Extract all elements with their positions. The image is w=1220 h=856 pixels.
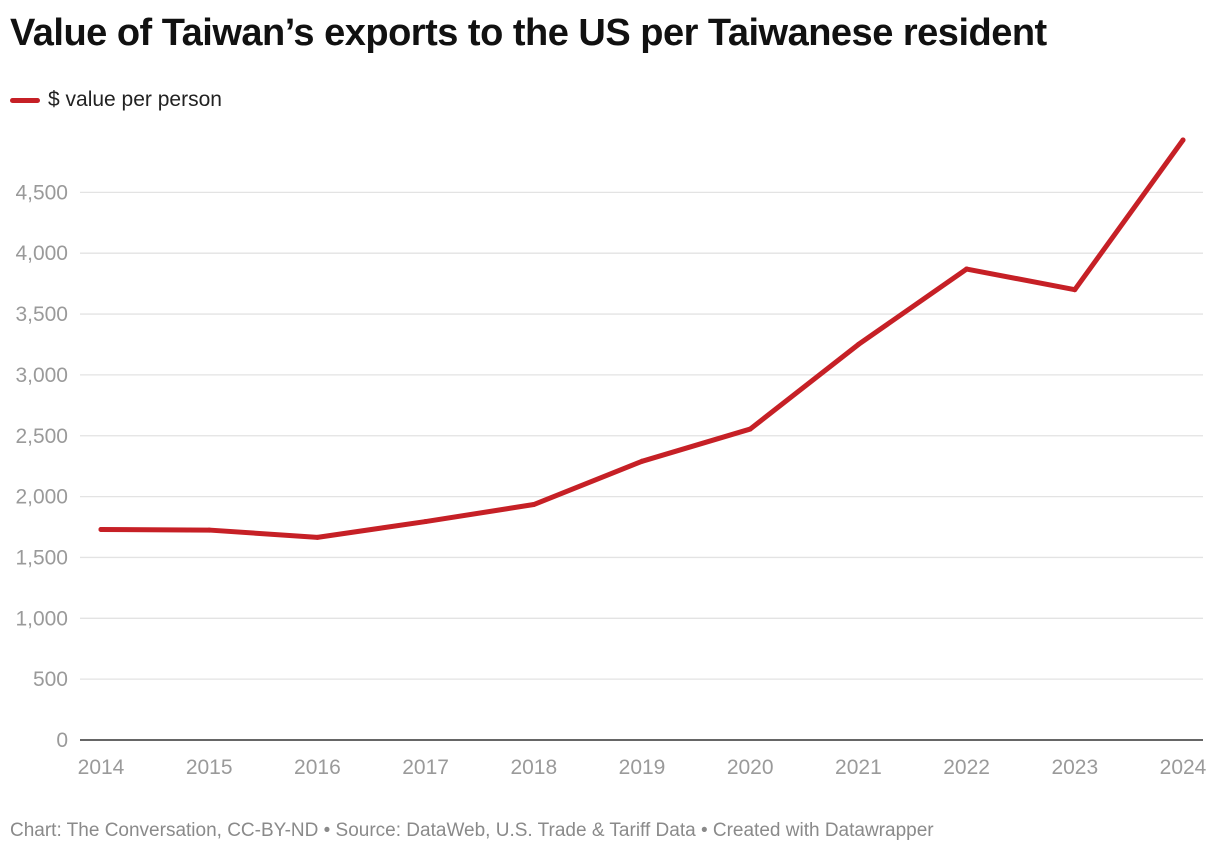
series-layer [98,137,1186,540]
y-tick-label: 0 [56,729,68,752]
data-point-2023 [1072,287,1078,293]
y-tick-label: 4,500 [15,181,68,204]
x-tick-label: 2018 [510,756,557,779]
chart-footer: Chart: The Conversation, CC-BY-ND • Sour… [10,820,934,841]
y-tick-label: 3,000 [15,364,68,387]
x-tick-label: 2022 [943,756,990,779]
data-point-2016 [314,534,320,540]
x-axis-ticks: 2014 2015 2016 2017 2018 2019 2020 2021 2022 2023… [78,756,1207,779]
data-point-2019 [639,458,645,464]
y-tick-label: 2,000 [15,486,68,509]
data-point-2024 [1180,137,1186,143]
x-tick-label: 2021 [835,756,882,779]
y-axis-ticks: 0 500 1,000 1,500 2,000 2,500 3,000 3,500 4,000 4… [15,181,68,752]
chart-title: Value of Taiwan’s exports to the US per … [10,12,1047,54]
gridlines [80,191,1203,741]
series-line-0 [98,137,1186,540]
data-point-2018 [531,502,537,508]
x-tick-label: 2017 [402,756,449,779]
x-tick-label: 2014 [78,756,125,779]
y-tick-label: 3,500 [15,303,68,326]
data-point-2017 [423,519,429,525]
y-tick-label: 500 [33,668,68,691]
data-point-2021 [855,341,861,347]
x-tick-label: 2023 [1051,756,1098,779]
y-tick-label: 4,000 [15,242,68,265]
legend-swatch [10,97,40,103]
x-tick-label: 2020 [727,756,774,779]
legend: $ value per person [10,88,222,112]
line-chart: 0 500 1,000 1,500 2,000 2,500 3,000 3,500 4,000 4… [15,137,1207,779]
y-tick-label: 1,500 [15,546,68,569]
y-tick-label: 2,500 [15,425,68,448]
y-tick-label: 1,000 [15,607,68,630]
data-point-2022 [964,266,970,272]
data-point-2020 [747,426,753,432]
x-tick-label: 2016 [294,756,341,779]
data-point-2014 [98,526,104,532]
data-point-2015 [206,527,212,533]
legend-label: $ value per person [48,88,222,111]
x-tick-label: 2019 [619,756,666,779]
x-tick-label: 2024 [1160,756,1207,779]
x-tick-label: 2015 [186,756,233,779]
